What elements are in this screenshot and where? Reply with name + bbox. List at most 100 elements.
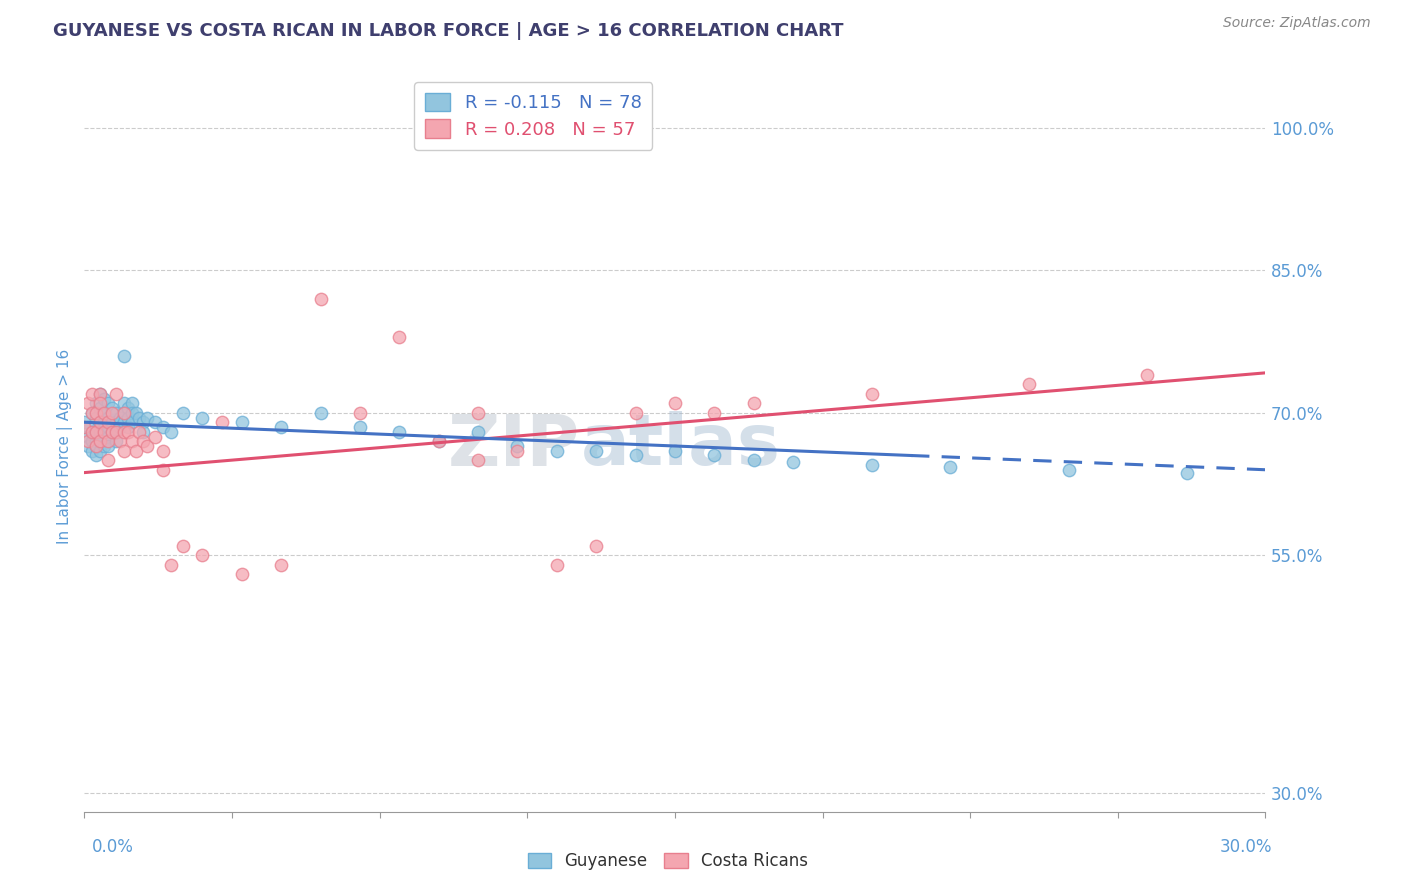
Point [270,420,292,434]
Point [231,415,253,429]
Point [84,434,107,449]
Point [77,420,100,434]
Point [108,410,131,425]
Point [191,410,214,425]
Point [104,415,127,429]
Point [506,439,529,453]
Point [112,396,135,410]
Point [104,425,127,439]
Point [97,439,120,453]
Point [1057,463,1080,477]
Point [89,425,111,439]
Point [860,386,883,401]
Point [136,439,159,453]
Point [143,429,166,443]
Point [664,443,686,458]
Point [467,425,489,439]
Point [89,434,111,449]
Point [132,425,155,439]
Point [84,406,107,420]
Point [97,415,120,429]
Point [388,330,411,344]
Point [93,439,115,453]
Point [112,406,135,420]
Point [84,425,107,439]
Point [1136,368,1159,382]
Point [349,406,371,420]
Point [172,406,194,420]
Point [160,558,183,572]
Point [427,434,450,449]
Point [82,425,104,439]
Point [136,410,159,425]
Point [121,415,143,429]
Point [84,396,107,410]
Point [93,425,115,439]
Text: ZIP: ZIP [449,411,581,481]
Point [117,401,139,415]
Point [309,292,332,306]
Point [82,434,104,449]
Point [101,425,124,439]
Point [703,406,725,420]
Point [82,406,104,420]
Point [270,558,292,572]
Point [124,443,146,458]
Point [506,443,529,458]
Point [152,463,174,477]
Point [132,415,155,429]
Point [108,420,131,434]
Point [112,349,135,363]
Point [89,386,111,401]
Point [624,406,647,420]
Point [97,453,120,467]
Point [121,396,143,410]
Point [93,392,115,406]
Point [939,459,962,474]
Point [112,443,135,458]
Point [84,439,107,453]
Point [104,425,127,439]
Point [309,406,332,420]
Point [108,434,131,449]
Point [160,425,183,439]
Point [1018,377,1040,392]
Point [89,401,111,415]
Point [121,434,143,449]
Text: Source: ZipAtlas.com: Source: ZipAtlas.com [1223,16,1371,30]
Point [191,548,214,562]
Point [77,434,100,449]
Point [97,396,120,410]
Point [152,443,174,458]
Point [1175,466,1198,480]
Point [84,449,107,463]
Point [97,410,120,425]
Point [585,443,607,458]
Text: atlas: atlas [581,411,780,481]
Point [73,420,96,434]
Point [89,386,111,401]
Point [77,429,100,443]
Point [82,443,104,458]
Point [124,406,146,420]
Point [860,458,883,472]
Point [89,415,111,429]
Point [388,425,411,439]
Point [77,396,100,410]
Point [546,558,568,572]
Point [664,396,686,410]
Point [172,539,194,553]
Point [112,425,135,439]
Point [101,406,124,420]
Point [132,434,155,449]
Point [93,415,115,429]
Point [93,406,115,420]
Point [82,406,104,420]
Point [117,410,139,425]
Point [93,425,115,439]
Legend: R = -0.115   N = 78, R = 0.208   N = 57: R = -0.115 N = 78, R = 0.208 N = 57 [413,82,652,150]
Point [89,434,111,449]
Point [101,401,124,415]
Point [128,425,150,439]
Point [467,406,489,420]
